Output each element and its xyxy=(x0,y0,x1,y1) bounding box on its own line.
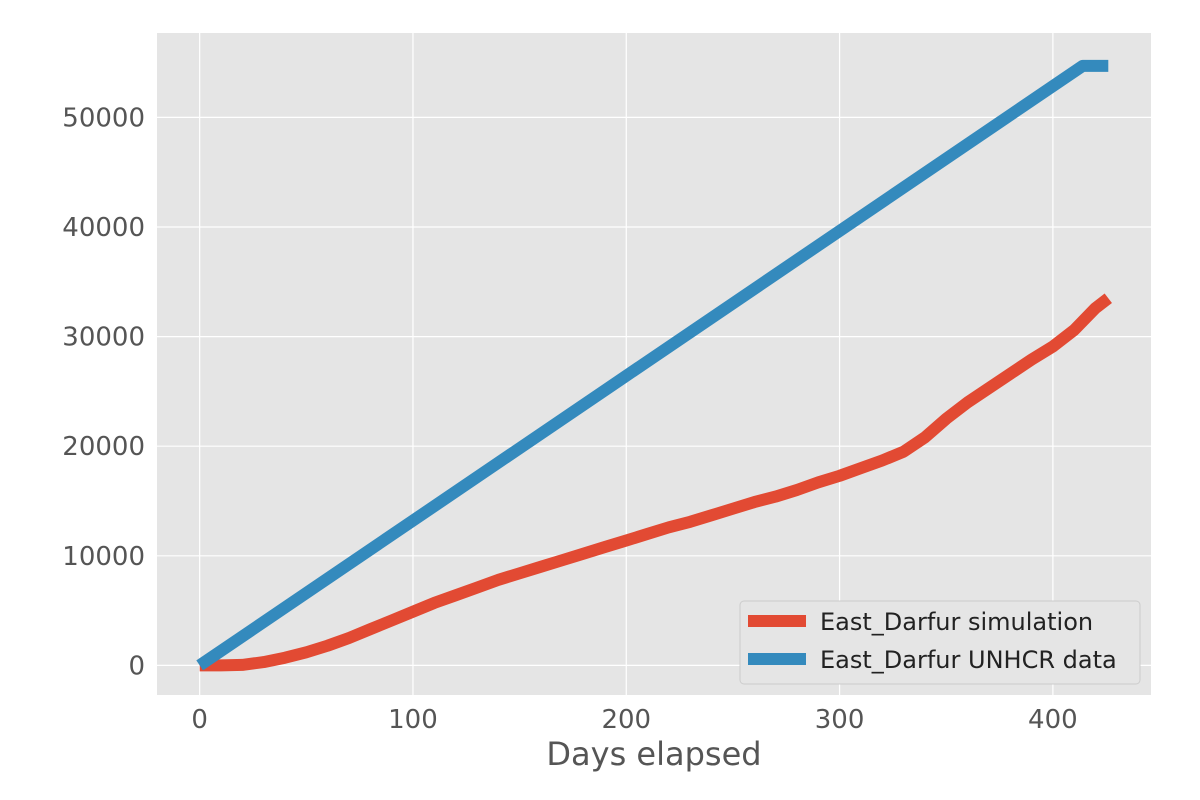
series-line-simulation xyxy=(199,293,1112,672)
x-tick-label: 300 xyxy=(815,705,865,735)
x-tick-label: 200 xyxy=(601,705,651,735)
legend-label-simulation: East_Darfur simulation xyxy=(820,608,1093,636)
y-tick-label: 20000 xyxy=(62,432,145,462)
y-tick-label: 30000 xyxy=(62,323,145,353)
x-tick-label: 400 xyxy=(1028,705,1078,735)
y-tick-label: 0 xyxy=(128,651,145,681)
y-tick-labels: 0 10000 20000 30000 40000 50000 xyxy=(62,103,145,681)
x-axis-title: Days elapsed xyxy=(546,735,761,773)
x-tick-label: 100 xyxy=(388,705,438,735)
legend-label-unhcr: East_Darfur UNHCR data xyxy=(820,646,1117,674)
series-line-unhcr xyxy=(196,59,1109,671)
x-tick-labels: 0 100 200 300 400 xyxy=(191,705,1077,735)
x-gridlines xyxy=(199,33,1054,695)
y-tick-label: 50000 xyxy=(62,103,145,133)
series-lines xyxy=(196,59,1112,672)
legend-box xyxy=(739,600,1141,685)
x-tick-label: 0 xyxy=(191,705,208,735)
legend: East_Darfur simulation East_Darfur UNHCR… xyxy=(739,600,1141,685)
y-tick-label: 40000 xyxy=(62,213,145,243)
y-gridlines xyxy=(157,116,1151,667)
y-tick-label: 10000 xyxy=(62,542,145,572)
